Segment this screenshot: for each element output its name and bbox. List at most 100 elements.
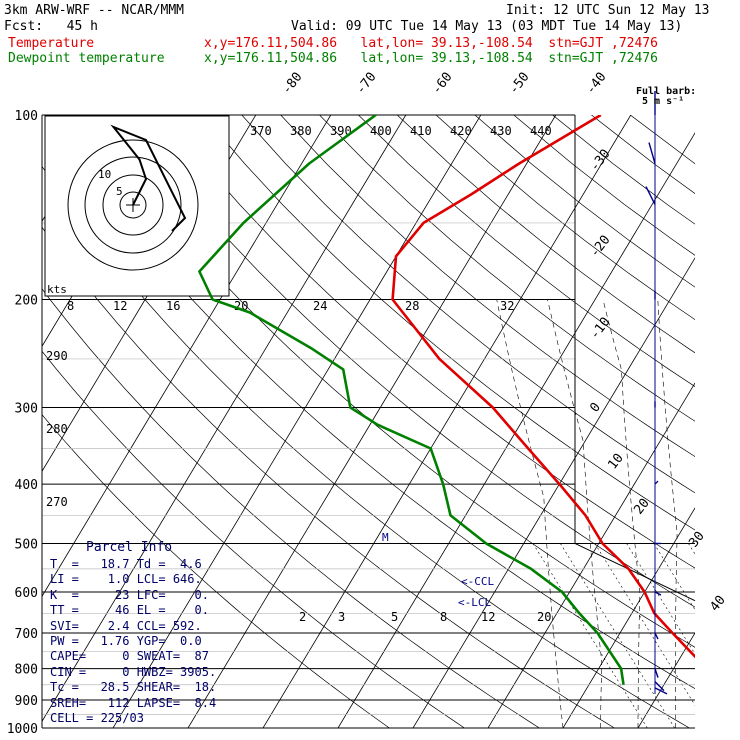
hodograph-ring [102, 174, 164, 236]
wind-barb [654, 681, 665, 692]
hodograph-ring [84, 156, 182, 254]
isotherm-line [42, 115, 407, 723]
temperature-line [391, 115, 695, 659]
pressure-tick-label: 100 [15, 109, 38, 124]
wind-barb [654, 668, 659, 678]
wind-key-value: 5 m s⁻¹ [642, 96, 684, 107]
level-annotation: <-CCL [461, 575, 494, 588]
dry-adiabat-line [241, 115, 695, 494]
temperature-tick-label: 40 [707, 593, 728, 615]
pressure-tick-label: 900 [15, 694, 38, 709]
level-annotation: <-LCL [458, 596, 491, 609]
level-annotation: M [382, 531, 389, 544]
dry-adiabat-line [591, 115, 695, 194]
sounding-series [198, 115, 695, 685]
wind-barb [648, 142, 656, 164]
mixing-ratio-line [688, 543, 695, 555]
mixing-ratio-low-label: 2 [299, 610, 306, 624]
hodograph-trace [110, 124, 187, 232]
mixing-ratio-top-label: 28 [405, 299, 419, 313]
mixing-ratio-top-label: 16 [166, 299, 180, 313]
parcel-info-row: SREH= 112 LAPSE= 8.4 [50, 695, 217, 710]
left-theta-label: 280 [46, 422, 68, 436]
parcel-info-row: Tc = 28.5 SHEAR= 18. [50, 680, 217, 695]
pressure-tick-label: 1000 [7, 722, 38, 737]
isotherm-line [705, 115, 740, 740]
dry-adiabat-line [435, 115, 695, 321]
parcel-info-title: Parcel Info [86, 540, 173, 555]
isotherm-line [187, 115, 557, 728]
wind-barb [645, 186, 656, 205]
dry-adiabat-line [42, 350, 466, 728]
moist-adiabat-line [496, 299, 564, 728]
plot-slant-edge [574, 543, 696, 602]
parcel-info-row: TT = 46 EL = 0. [50, 603, 209, 618]
dry-adiabat-line [163, 115, 695, 569]
theta-label: 420 [450, 124, 472, 138]
pressure-tick-label: 700 [15, 627, 38, 642]
mixing-ratio-low-label: 20 [537, 610, 551, 624]
temperature-tick-label: -80 [279, 70, 305, 98]
mixing-ratio-top-label: 12 [113, 299, 127, 313]
pressure-tick-label: 200 [15, 294, 38, 309]
parcel-info-row: CAPE= 0 SWEAT= 87 [50, 649, 209, 664]
pressure-tick-label: 500 [15, 537, 38, 552]
isotherm-line [337, 132, 695, 728]
parcel-info-row: T = 18.7 Td = 4.6 [50, 557, 202, 571]
dry-adiabat-line [552, 115, 695, 225]
temperature-tick-label: -10 [587, 315, 613, 343]
isotherm-line [262, 115, 632, 728]
parcel-info-row: PW = 1.76 YGP= 0.0 [50, 634, 202, 648]
hodograph-ring [119, 191, 147, 219]
hodograph: 5 10 kts [44, 115, 230, 297]
parcel-info-row: SVI= 2.4 CCL= 592. [50, 618, 202, 633]
isotherm-line [42, 115, 107, 223]
mixing-ratio-low-label: 12 [481, 610, 495, 624]
moist-adiabat-line [602, 299, 641, 728]
dry-adiabat-line [42, 414, 391, 728]
hodograph-units: kts [47, 283, 67, 296]
init-time: Init: 12 UTC Sun 12 May 13 [506, 3, 710, 18]
dewpoint-location: x,y=176.11,504.86 lat,lon= 39.13,-108.54… [204, 51, 658, 66]
dewpoint-legend-label: Dewpoint temperature [8, 51, 165, 66]
isotherm-line [0, 115, 31, 740]
dry-adiabat-line [202, 115, 695, 531]
dry-adiabat-line [86, 115, 695, 648]
parcel-info-row: LI = 1.0 LCL= 646. [50, 572, 202, 587]
hodograph-ring-label: 10 [98, 168, 111, 181]
dry-adiabat-line [513, 115, 695, 256]
mixing-ratio-low-label: 8 [440, 610, 447, 624]
model-title: 3km ARW-WRF -- NCAR/MMM [4, 3, 185, 18]
left-theta-label: 270 [46, 495, 68, 509]
parcel-info-row: CIN = 0 HWBZ= 3905. [50, 664, 217, 679]
temperature-tick-label: -20 [587, 233, 613, 261]
dry-adiabat-line [358, 115, 695, 387]
mixing-ratio-top-label: 32 [500, 299, 514, 313]
isotherm-line [562, 507, 695, 728]
wind-barb [654, 687, 668, 695]
dry-adiabat-line [319, 115, 695, 422]
pressure-tick-label: 600 [15, 586, 38, 601]
wind-barbs [645, 91, 668, 695]
temperature-location: x,y=176.11,504.86 lat,lon= 39.13,-108.54… [204, 36, 658, 51]
theta-label: 370 [250, 124, 272, 138]
pressure-tick-label: 400 [15, 478, 38, 493]
temperature-tick-label: -50 [506, 70, 532, 98]
temperature-tick-label: -70 [353, 70, 379, 98]
mixing-ratio-line [594, 543, 695, 706]
dry-adiabat-line [42, 288, 541, 728]
pressure-tick-label: 300 [15, 401, 38, 416]
theta-label: 430 [490, 124, 512, 138]
mixing-ratio-line [653, 543, 695, 611]
moist-adiabat-line [698, 300, 713, 729]
dry-adiabat-line [42, 165, 691, 728]
isotherm-line [412, 257, 695, 728]
temperature-tick-label: 30 [686, 529, 707, 551]
dry-adiabat-line [47, 115, 695, 690]
isotherm-line [112, 115, 482, 728]
theta-label: 390 [330, 124, 352, 138]
parcel-info-row: CELL = 225/03 [50, 711, 144, 725]
wind-barb [654, 632, 659, 640]
temperature-tick-label: -60 [429, 70, 455, 98]
